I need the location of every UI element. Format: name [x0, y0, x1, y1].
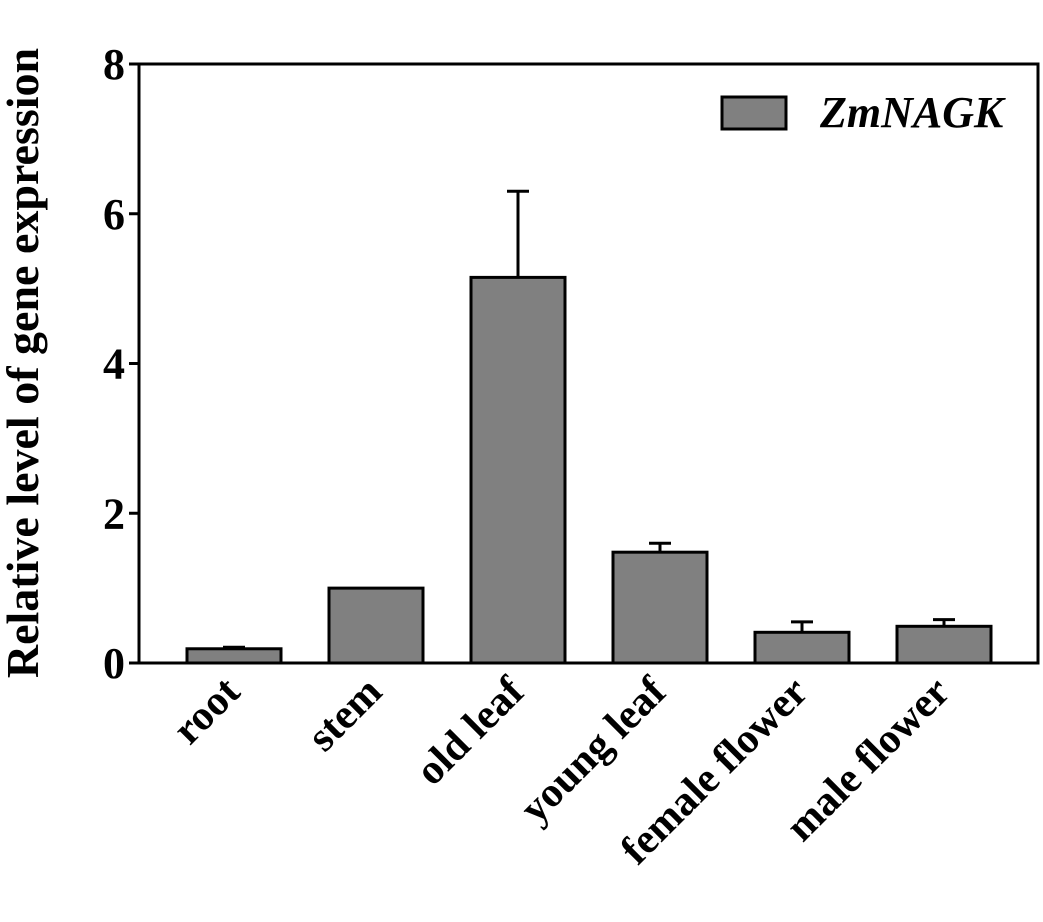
legend: ZmNAGK	[720, 88, 1006, 137]
bar-male-flower	[895, 624, 993, 665]
y-tick-label-0: 0	[103, 639, 125, 688]
error-bars-group	[223, 189, 955, 649]
bar-old-leaf	[469, 275, 567, 665]
x-tick-label-old-leaf: old leaf	[407, 668, 533, 794]
x-tick-label-root: root	[164, 669, 249, 754]
bar-young-leaf	[611, 550, 709, 665]
plot-frame	[137, 62, 1040, 665]
bar-stem	[327, 586, 425, 665]
y-tick-label-4: 4	[103, 340, 125, 389]
bars-group	[185, 275, 993, 665]
bar-female-flower	[753, 630, 851, 665]
bar-root	[185, 647, 283, 665]
y-axis-title: Relative level of gene expression	[0, 48, 48, 678]
y-tick-label-8: 8	[103, 40, 125, 89]
y-tick-label-6: 6	[103, 190, 125, 239]
legend-swatch	[720, 95, 788, 131]
y-axis: 0 2 4 6 8	[103, 40, 139, 688]
x-tick-label-stem: stem	[299, 669, 391, 761]
y-tick-label-2: 2	[103, 489, 125, 538]
legend-label-zmnagk: ZmNAGK	[819, 88, 1006, 137]
